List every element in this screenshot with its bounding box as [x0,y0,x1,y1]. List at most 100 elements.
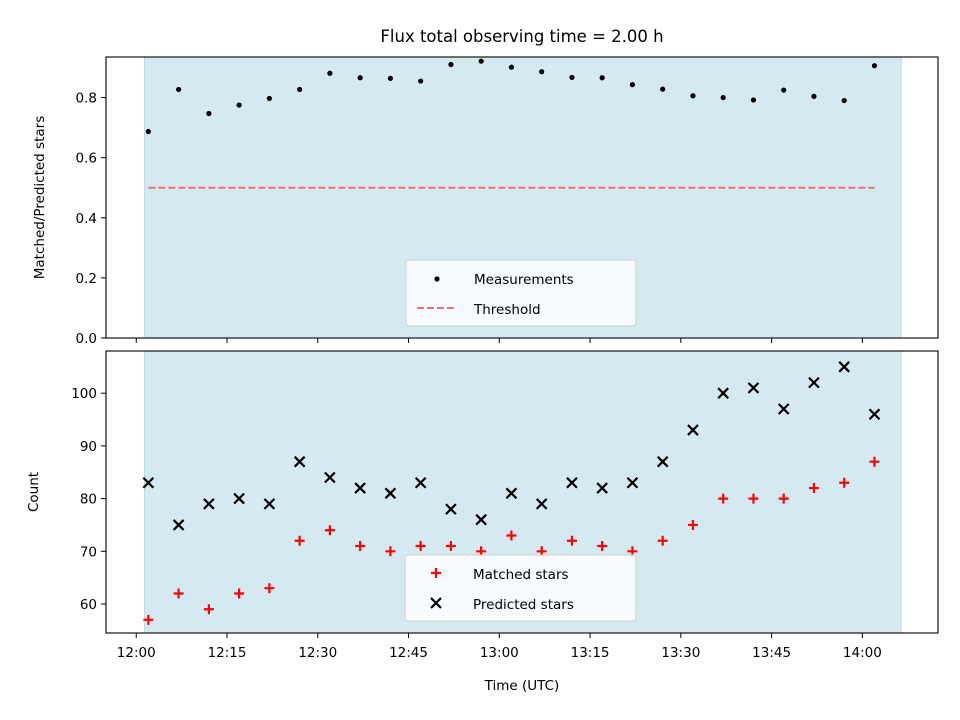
matched-star-point [143,614,154,625]
x-tick-label: 13:30 [661,645,700,661]
measurement-point [871,63,878,69]
bottom-y-tick-label: 60 [80,597,97,613]
matched-star-point [203,604,214,615]
predicted-star-point [626,476,639,489]
predicted-star-point [838,361,850,373]
chart-title: Flux total observing time = 2.00 h [380,27,663,46]
predicted-star-point [324,471,336,484]
predicted-star-point [293,455,306,468]
measurement-point [145,128,151,135]
measurement-point [841,97,847,104]
measurement-point [690,93,696,99]
matched-star-point [687,519,698,530]
bottom-y-tick-label: 80 [80,492,97,508]
matched-star-point [869,456,880,467]
top-y-ticks: 0.0 0.2 0.4 0.6 0.8 [76,91,106,347]
top-y-tick-label: 0.0 [76,331,97,347]
measurement-point [327,70,333,76]
measurement-point [720,94,726,101]
predicted-star-point [656,455,669,468]
measurement-point [418,78,424,84]
matched-star-point [294,535,305,546]
measurement-point [660,86,666,92]
matched-star-point [264,583,275,594]
measurement-point [266,95,272,102]
top-legend-box [405,259,637,327]
predicted-star-point [687,424,699,436]
predicted-star-point [414,476,427,489]
measurement-point [811,93,817,99]
legend-measurements-label: Measurements [474,272,574,288]
bottom-y-tick-label: 90 [80,439,97,455]
top-y-tick-label: 0.2 [76,271,97,287]
legend-matched-label: Matched stars [473,567,569,583]
bottom-y-ticks: 60 70 80 90 100 [71,386,106,613]
predicted-star-point [808,376,820,389]
bottom-y-tick-label: 70 [80,544,97,560]
matched-star-point [566,535,577,546]
x-axis-label: Time (UTC) [484,678,560,694]
measurement-point [387,75,393,81]
measurement-point [478,58,484,64]
measurement-point [750,97,757,103]
matched-star-point [506,530,517,541]
matched-star-point [748,493,759,504]
legend-measurements-marker [434,276,440,282]
predicted-star-point [868,408,881,421]
predicted-star-point [747,382,760,394]
matched-star-point [657,535,668,546]
measurement-point [629,82,636,88]
measurement-point [357,75,363,81]
predicted-star-point [535,498,548,510]
predicted-star-point [203,498,215,510]
predicted-star-point [172,519,185,531]
x-tick-label: 13:00 [480,645,519,661]
matched-star-point [839,477,850,488]
predicted-star-point [142,476,155,489]
matched-star-point [385,546,396,557]
bottom-legend-box [404,554,637,622]
legend-predicted-label: Predicted stars [473,597,574,613]
x-tick-label: 13:45 [752,645,791,661]
matched-star-point [808,483,819,494]
top-panel: 0.00.20.40.60.8 Matched/Predicted stars … [32,56,939,347]
top-y-axis-label: Matched/Predicted stars [32,116,48,279]
matched-star-point [173,588,184,599]
bottom-y-tick-label: 100 [71,386,97,402]
bottom-axes-frame [105,350,939,634]
x-tick-label: 12:30 [298,645,337,661]
matched-star-point [415,541,426,552]
matched-star-point [718,493,729,504]
predicted-star-point [475,513,487,526]
top-marks [145,58,878,189]
measurement-point [206,110,212,117]
measurement-point [599,75,605,81]
top-legend: Measurements Threshold [405,259,637,327]
measurement-point [508,64,515,70]
legend-matched-marker [431,568,441,578]
measurement-point [448,61,454,68]
matched-star-point [778,493,789,504]
predicted-star-point [384,487,397,500]
predicted-star-point [354,482,366,494]
predicted-star-point [445,503,457,515]
bottom-legend: Matched stars Predicted stars [404,554,637,622]
x-tick-label: 12:45 [389,645,428,661]
bottom-x-ticks: 12:00 12:15 12:30 12:45 13:00 13:15 13:30 13:45… [117,633,882,661]
matched-star-point [445,541,456,552]
predicted-star-point [505,487,518,500]
matched-star-point [324,525,335,536]
bottom-y-axis-label: Count [26,472,42,512]
top-x-ticks [135,338,863,343]
predicted-star-point [566,476,578,489]
x-tick-label: 14:00 [843,645,882,661]
top-axes-frame [105,56,939,339]
measurement-point [781,87,787,93]
predicted-star-point [717,387,729,399]
top-y-tick-label: 0.4 [76,211,97,227]
x-tick-label: 12:15 [208,645,247,661]
measurement-point [297,86,303,93]
matched-star-point [234,588,245,599]
bottom-panel: 60 70 80 90 100 12:00 12:15 12:30 12:45 13:00 13:… [26,350,939,694]
predicted-star-point [777,403,790,415]
